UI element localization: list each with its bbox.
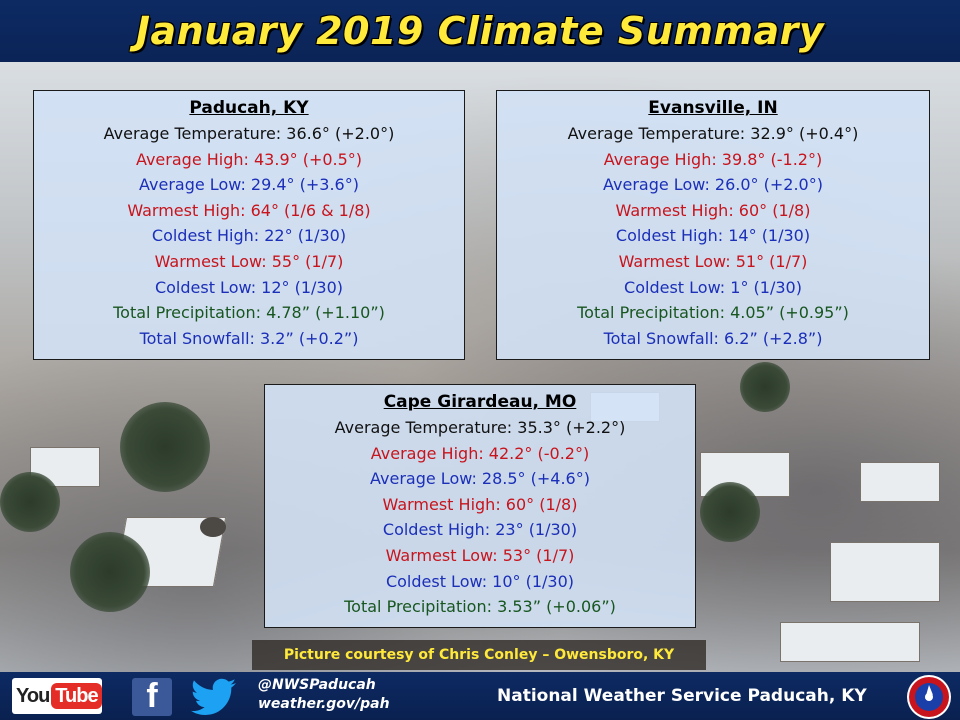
youtube-icon[interactable]: You Tube xyxy=(12,678,102,714)
evansville-average-temperature: Average Temperature: 32.9° (+0.4°) xyxy=(567,124,859,143)
evansville-warmest-low: Warmest Low: 51° (1/7) xyxy=(618,251,808,271)
cape-girardeau-coldest-high: Coldest High: 23° (1/30) xyxy=(382,520,578,540)
cape-girardeau-warmest-high: Warmest High: 60° (1/8) xyxy=(382,494,578,514)
cape-girardeau-average-low: Average Low: 28.5° (+4.6°) xyxy=(370,469,590,489)
nws-office-name: National Weather Service Paducah, KY xyxy=(497,686,867,706)
cape-girardeau-panel: Cape Girardeau, MO Average Temperature: … xyxy=(264,384,696,628)
facebook-glyph: f xyxy=(146,677,158,715)
nws-logo-icon xyxy=(907,675,951,719)
paducah-warmest-high: Warmest High: 64° (1/6 & 1/8) xyxy=(127,200,371,220)
twitter-icon[interactable] xyxy=(190,678,238,716)
cape-girardeau-city-label: Cape Girardeau, MO xyxy=(383,392,577,412)
paducah-total-snowfall: Total Snowfall: 3.2” (+0.2”) xyxy=(139,328,359,348)
paducah-coldest-low: Coldest Low: 12° (1/30) xyxy=(154,277,344,297)
cape-girardeau-average-temperature: Average Temperature: 35.3° (+2.2°) xyxy=(334,418,626,437)
evansville-warmest-high: Warmest High: 60° (1/8) xyxy=(615,200,811,220)
youtube-you-text: You xyxy=(16,684,50,707)
title-banner: January 2019 Climate Summary xyxy=(0,0,960,62)
evansville-total-snowfall: Total Snowfall: 6.2” (+2.8”) xyxy=(603,328,823,348)
evansville-average-low: Average Low: 26.0° (+2.0°) xyxy=(603,175,823,195)
evansville-coldest-high: Coldest High: 14° (1/30) xyxy=(615,226,811,246)
paducah-warmest-low: Warmest Low: 55° (1/7) xyxy=(154,251,344,271)
youtube-tube-text: Tube xyxy=(51,683,102,709)
social-links: @NWSPaducah weather.gov/pah xyxy=(258,676,390,714)
paducah-total-precipitation: Total Precipitation: 4.78” (+1.10”) xyxy=(113,303,385,323)
cape-girardeau-warmest-low: Warmest Low: 53° (1/7) xyxy=(385,545,575,565)
photo-credit: Picture courtesy of Chris Conley – Owens… xyxy=(252,640,706,670)
cape-girardeau-average-high: Average High: 42.2° (-0.2°) xyxy=(370,443,590,463)
facebook-icon[interactable]: f xyxy=(132,677,172,716)
cape-girardeau-coldest-low: Coldest Low: 10° (1/30) xyxy=(385,571,575,591)
paducah-coldest-high: Coldest High: 22° (1/30) xyxy=(151,226,347,246)
evansville-city-label: Evansville, IN xyxy=(648,98,778,118)
paducah-average-low: Average Low: 29.4° (+3.6°) xyxy=(139,175,359,195)
cape-girardeau-total-precipitation: Total Precipitation: 3.53” (+0.06”) xyxy=(344,597,616,617)
paducah-average-temperature: Average Temperature: 36.6° (+2.0°) xyxy=(103,124,395,143)
website-link[interactable]: weather.gov/pah xyxy=(258,696,390,712)
paducah-panel: Paducah, KY Average Temperature: 36.6° (… xyxy=(33,90,465,360)
paducah-city-label: Paducah, KY xyxy=(189,98,309,118)
evansville-average-high: Average High: 39.8° (-1.2°) xyxy=(603,149,823,169)
page-title: January 2019 Climate Summary xyxy=(135,9,825,53)
paducah-average-high: Average High: 43.9° (+0.5°) xyxy=(135,149,363,169)
evansville-total-precipitation: Total Precipitation: 4.05” (+0.95”) xyxy=(577,303,849,323)
twitter-handle[interactable]: @NWSPaducah xyxy=(258,677,376,693)
evansville-coldest-low: Coldest Low: 1° (1/30) xyxy=(624,277,802,297)
evansville-panel: Evansville, IN Average Temperature: 32.9… xyxy=(496,90,930,360)
